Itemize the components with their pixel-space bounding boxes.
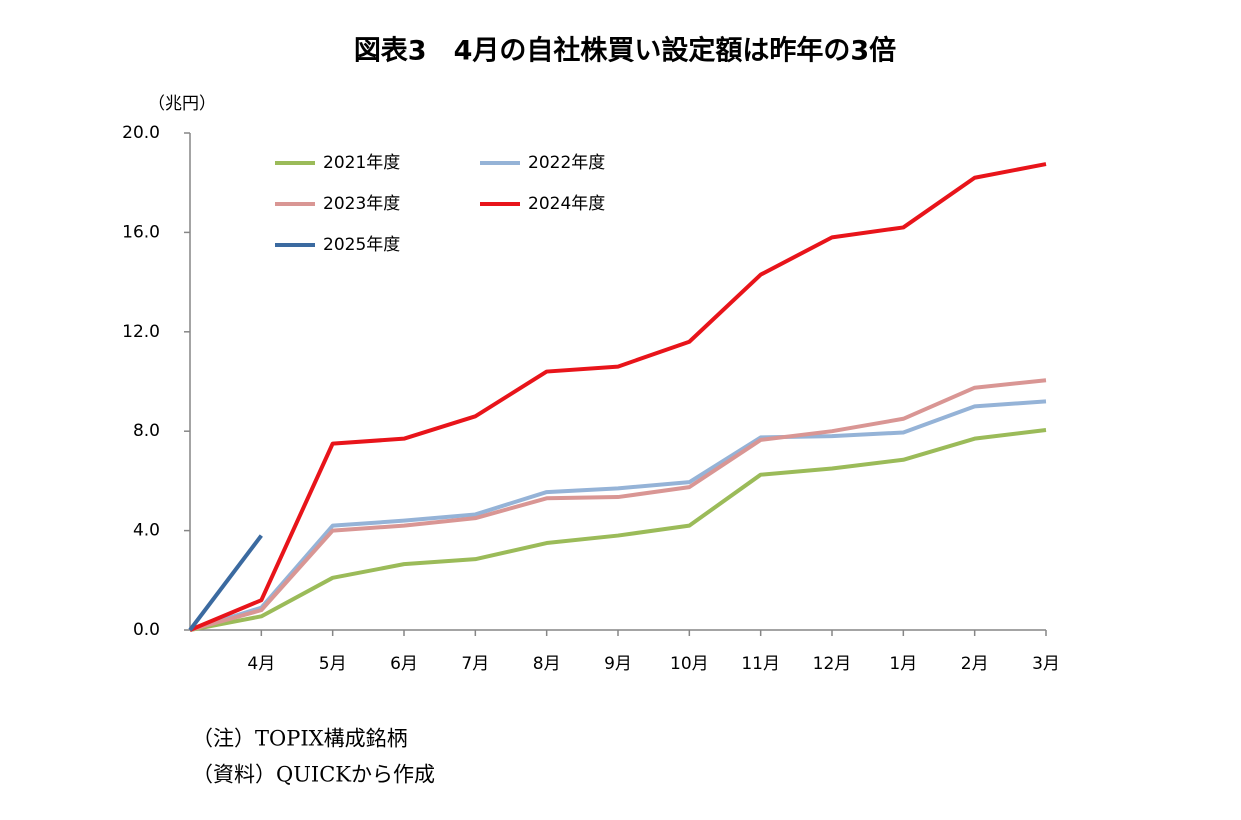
x-tick-label: 2月 (961, 654, 989, 674)
legend-label: 2024年度 (528, 194, 605, 214)
x-tick-label: 4月 (247, 654, 275, 674)
x-tick-label: 1月 (889, 654, 917, 674)
x-tick-label: 12月 (813, 654, 852, 674)
y-tick-label: 8.0 (133, 421, 160, 441)
y-axis-label: （兆円） (148, 94, 216, 114)
legend-label: 2022年度 (528, 153, 605, 173)
y-tick-label: 4.0 (133, 521, 160, 541)
series-line (189, 378, 1047, 632)
x-tick-label: 5月 (319, 654, 347, 674)
chart-title: 図表3 4月の自社株買い設定額は昨年の3倍 (354, 35, 896, 67)
legend-label: 2025年度 (323, 235, 400, 255)
x-tick-label: 10月 (670, 654, 709, 674)
x-tick-label: 8月 (533, 654, 561, 674)
note: （注）TOPIX構成銘柄 (192, 727, 408, 751)
x-tick-label: 6月 (390, 654, 418, 674)
x-tick-label: 9月 (604, 654, 632, 674)
series-line (189, 427, 1047, 632)
y-tick-label: 12.0 (122, 322, 160, 342)
legend-label: 2023年度 (323, 194, 400, 214)
x-tick-label: 7月 (461, 654, 489, 674)
y-tick-label: 20.0 (122, 123, 160, 143)
y-tick-label: 16.0 (122, 222, 160, 242)
note: （資料）QUICKから作成 (192, 763, 435, 787)
x-tick-label: 11月 (741, 654, 780, 674)
y-tick-label: 0.0 (133, 620, 160, 640)
series-line (189, 162, 1047, 632)
series-line (189, 399, 1047, 632)
x-tick-label: 3月 (1032, 654, 1060, 674)
legend-label: 2021年度 (323, 153, 400, 173)
series-line (188, 534, 263, 632)
